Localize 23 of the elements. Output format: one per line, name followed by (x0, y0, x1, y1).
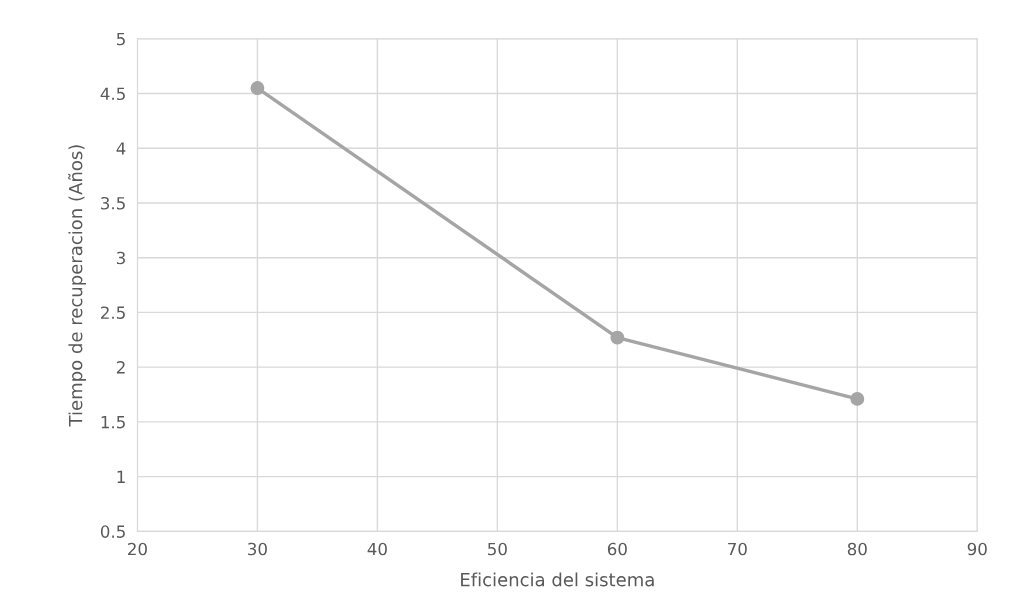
y-axis-title: Tiempo de recuperacion (Años) (68, 145, 86, 427)
point (250, 81, 265, 96)
point (610, 330, 625, 345)
x-tick-label: 60 (607, 542, 627, 556)
x-tick-label: 30 (248, 542, 267, 556)
y-tick-label: 4 (116, 142, 126, 155)
y-tick-label: 5 (117, 32, 125, 46)
x-tick-label: 50 (488, 542, 507, 556)
y-tick-label: 4.5 (100, 87, 125, 101)
y-tick-label: 2.5 (101, 306, 125, 319)
point (850, 391, 865, 406)
x-tick-label: 70 (728, 542, 747, 556)
y-tick-label: 3.5 (101, 196, 125, 210)
y-tick-label: 3 (116, 251, 125, 265)
x-tick-label: 20 (128, 542, 147, 556)
y-tick-label: 0.5 (100, 525, 125, 538)
y-tick-label: 1.5 (101, 416, 125, 429)
x-axis-title: Eficiencia del sistema (461, 572, 654, 587)
x-tick-label: 90 (967, 542, 987, 556)
y-tick-label: 1 (117, 470, 125, 483)
x-tick-label: 80 (847, 542, 867, 556)
y-tick-label: 2 (116, 361, 125, 374)
x-tick-label: 40 (367, 542, 387, 556)
